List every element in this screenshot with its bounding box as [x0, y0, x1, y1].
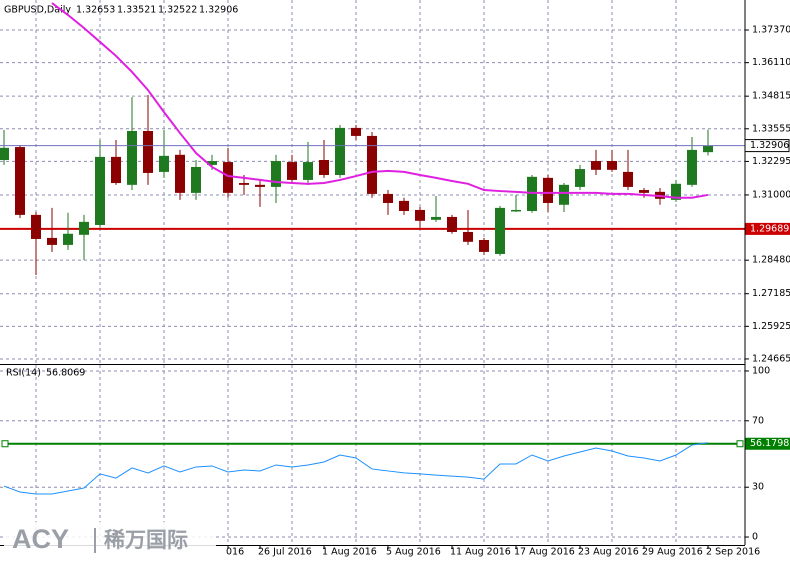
- candle-body: [623, 171, 633, 187]
- candle-body: [31, 214, 41, 239]
- candle-body: [431, 216, 441, 220]
- y-tick-label: 1.27185: [752, 288, 790, 299]
- y-tick-label: 100: [752, 365, 770, 376]
- candle-body: [463, 231, 473, 242]
- candle-body: [239, 183, 249, 185]
- candle-body: [271, 161, 281, 187]
- candle-body: [143, 130, 153, 173]
- indicator-value: 56.8069: [46, 368, 85, 379]
- y-tick-label: 1.33555: [752, 123, 790, 134]
- watermark-divider: [94, 528, 96, 553]
- candle-body: [15, 147, 25, 215]
- candle-body: [399, 200, 409, 211]
- x-tick-label: 17 Aug 2016: [514, 547, 575, 558]
- candle-body: [447, 216, 457, 232]
- x-tick-label: 11 Aug 2016: [450, 547, 511, 558]
- candle-body: [223, 162, 233, 193]
- candle-body: [703, 145, 713, 153]
- level-handle: [1, 440, 9, 448]
- y-tick-label: 0: [752, 532, 758, 543]
- watermark-bg: [4, 522, 216, 560]
- candle-body: [79, 221, 89, 235]
- candle-body: [527, 176, 537, 211]
- candle-body: [207, 161, 217, 165]
- y-tick-label: 1.32295: [752, 156, 790, 167]
- level-label: 56.1798: [750, 438, 789, 449]
- candle-body: [559, 184, 569, 205]
- candle-body: [95, 156, 105, 225]
- candle-body: [63, 233, 73, 245]
- level-label-box: [745, 222, 790, 235]
- candle-body: [479, 239, 489, 252]
- x-tick-label: 2 Sep 2016: [706, 547, 760, 558]
- candle-body: [687, 149, 697, 185]
- candle-body: [575, 169, 585, 187]
- y-tick-label: 1.31000: [752, 189, 790, 200]
- header-low: 1.32522: [158, 5, 197, 16]
- level-label-box: [745, 437, 790, 450]
- header-high: 1.33521: [117, 5, 156, 16]
- candle-body: [543, 177, 553, 203]
- y-tick-label: 1.25925: [752, 321, 790, 332]
- candle-body: [303, 162, 313, 180]
- moving-average: [51, 2, 709, 199]
- level-label: 1.29689: [750, 223, 789, 234]
- level-handle: [736, 440, 744, 448]
- candle-body: [671, 183, 681, 200]
- x-tick-label: 016: [226, 547, 244, 558]
- y-tick-label: 1.28480: [752, 255, 790, 266]
- candle-body: [383, 193, 393, 203]
- chart-title: GBPUSD,Daily: [4, 5, 71, 16]
- watermark-brand: ACY: [12, 524, 69, 554]
- candle-body: [319, 159, 329, 176]
- candle-body: [111, 156, 121, 184]
- indicator-title: RSI(14): [6, 368, 41, 379]
- candle-body: [0, 147, 9, 160]
- candle-body: [287, 162, 297, 180]
- header-open: 1.32653: [76, 5, 115, 16]
- x-tick-label: 29 Aug 2016: [642, 547, 703, 558]
- rsi-line: [3, 442, 709, 495]
- watermark: ACY 稀万国际: [4, 522, 216, 560]
- candle-body: [175, 154, 185, 193]
- candle-body: [47, 237, 57, 245]
- x-tick-label: 5 Aug 2016: [386, 547, 441, 558]
- candle-body: [255, 184, 265, 187]
- candle-body: [367, 135, 377, 194]
- candle-body: [591, 161, 601, 170]
- candle-body: [351, 127, 361, 136]
- y-tick-label: 1.37370: [752, 25, 790, 36]
- candle-body: [335, 127, 345, 176]
- price-label: 1.32906: [750, 140, 789, 151]
- candle-body: [159, 155, 169, 172]
- candle-body: [495, 207, 505, 254]
- candle-body: [415, 209, 425, 221]
- y-tick-label: 30: [752, 482, 764, 493]
- candle-body: [127, 130, 137, 185]
- y-tick-label: 1.36110: [752, 57, 790, 68]
- y-tick-label: 70: [752, 415, 764, 426]
- candle-body: [607, 161, 617, 170]
- y-tick-label: 1.24665: [752, 353, 790, 364]
- candle-body: [511, 209, 521, 212]
- y-tick-label: 1.34815: [752, 91, 790, 102]
- x-tick-label: 26 Jul 2016: [258, 547, 312, 558]
- x-tick-label: 23 Aug 2016: [578, 547, 639, 558]
- candle-body: [191, 166, 201, 193]
- watermark-name: 稀万国际: [104, 528, 188, 552]
- candle-body: [639, 190, 649, 193]
- header-close: 1.32906: [199, 5, 238, 16]
- x-tick-label: 1 Aug 2016: [322, 547, 377, 558]
